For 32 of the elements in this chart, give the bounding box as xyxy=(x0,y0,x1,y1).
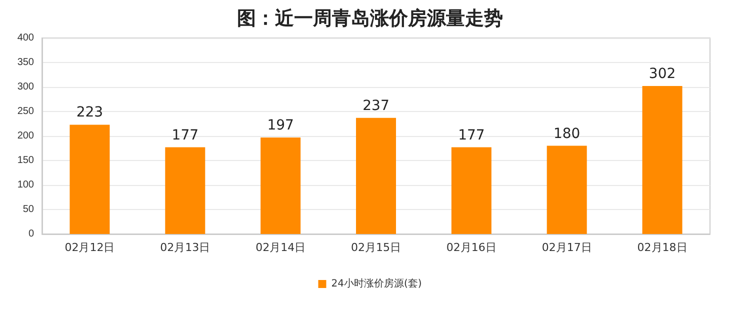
data-label: 180 xyxy=(553,126,580,142)
y-tick-label: 350 xyxy=(17,57,34,68)
y-tick-label: 250 xyxy=(17,106,34,117)
legend-label: 24小时涨价房源(套) xyxy=(331,278,422,290)
data-label: 237 xyxy=(362,98,390,114)
x-tick-label: 02月16日 xyxy=(446,241,496,254)
x-tick-label: 02月12日 xyxy=(64,241,115,254)
data-label: 223 xyxy=(76,104,104,121)
y-tick-label: 100 xyxy=(17,180,34,190)
y-tick-label: 200 xyxy=(17,130,34,142)
y-tick-label: 0 xyxy=(28,228,34,240)
x-tick-label: 02月18日 xyxy=(637,241,688,254)
data-label: 197 xyxy=(267,117,294,134)
x-tick-label: 02月17日 xyxy=(542,241,592,254)
data-label: 302 xyxy=(648,66,676,82)
chart-title: 图：近一周青岛涨价房源量走势 xyxy=(237,8,503,30)
bar xyxy=(451,147,492,234)
y-tick-label: 150 xyxy=(17,155,34,166)
bar xyxy=(70,124,110,234)
bar xyxy=(260,137,301,234)
bar xyxy=(356,118,396,234)
bar xyxy=(546,146,587,234)
y-tick-label: 400 xyxy=(17,32,34,44)
bar xyxy=(642,86,682,234)
y-tick-label: 300 xyxy=(17,82,34,92)
bar xyxy=(165,147,206,234)
x-tick-label: 02月13日 xyxy=(160,241,210,254)
data-label: 177 xyxy=(458,127,485,144)
y-tick-label: 50 xyxy=(22,204,34,215)
data-label: 177 xyxy=(172,127,199,144)
x-tick-label: 02月15日 xyxy=(351,241,401,254)
x-tick-label: 02月14日 xyxy=(256,241,306,254)
